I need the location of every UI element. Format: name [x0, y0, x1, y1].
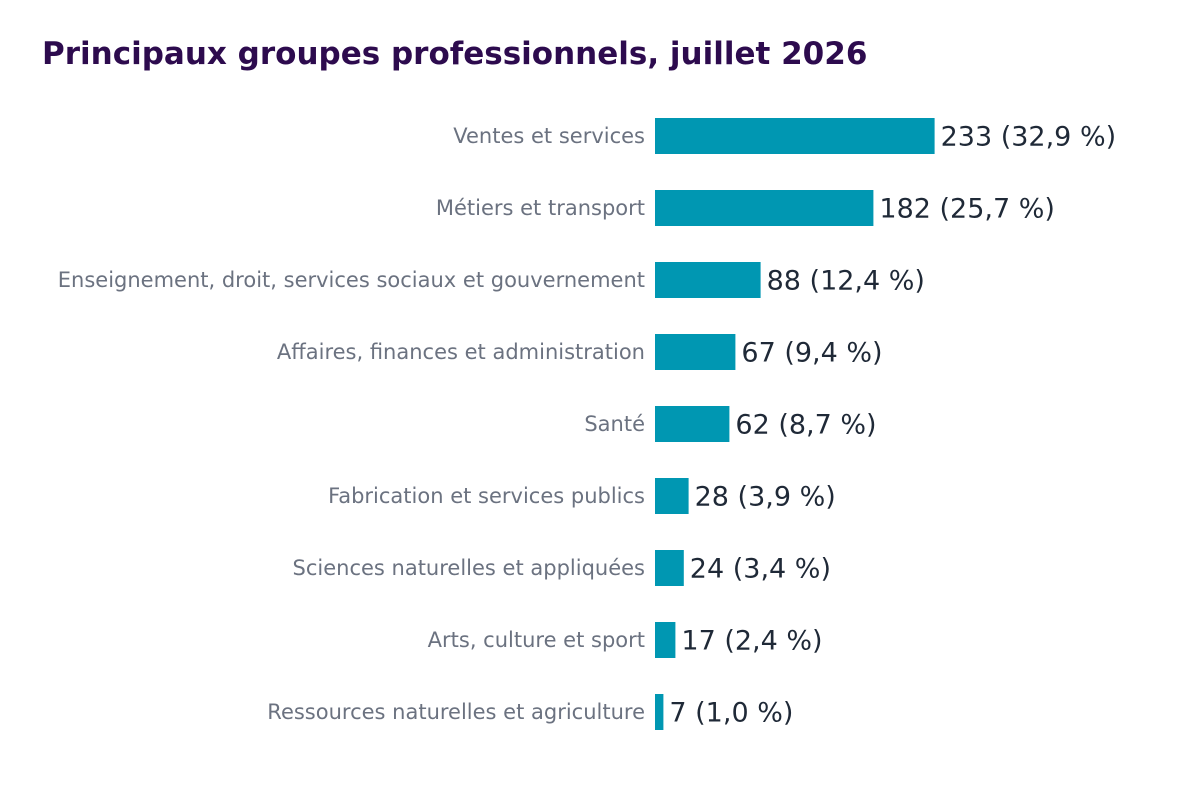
bar: [655, 118, 935, 154]
category-label: Santé: [584, 412, 645, 436]
category-label: Métiers et transport: [436, 196, 645, 220]
bar: [655, 694, 664, 730]
value-label: 62 (8,7 %): [735, 410, 876, 441]
value-label: 24 (3,4 %): [690, 554, 831, 585]
category-label: Fabrication et services publics: [328, 484, 645, 508]
bar-row: Métiers et transport 182 (25,7 %): [436, 190, 1055, 226]
value-label: 7 (1,0 %): [669, 698, 793, 729]
value-label: 28 (3,9 %): [695, 482, 836, 513]
bar: [655, 190, 874, 226]
bar: [655, 550, 684, 586]
bar: [655, 622, 676, 658]
bar-row: Santé 62 (8,7 %): [584, 406, 877, 442]
category-label: Enseignement, droit, services sociaux et…: [58, 268, 645, 292]
bar-row: Affaires, finances et administration 67 (…: [277, 334, 883, 370]
bar-row: Sciences naturelles et appliquées 24 (3,4…: [293, 550, 831, 586]
bar: [655, 478, 689, 514]
value-label: 233 (32,9 %): [941, 122, 1117, 153]
bar: [655, 334, 736, 370]
category-label: Ventes et services: [453, 124, 645, 148]
bar: [655, 406, 730, 442]
category-label: Ressources naturelles et agriculture: [267, 700, 645, 724]
bar-row: Fabrication et services publics 28 (3,9 %…: [328, 478, 836, 514]
category-label: Affaires, finances et administration: [277, 340, 645, 364]
bar-row: Ventes et services 233 (32,9 %): [453, 118, 1116, 154]
value-label: 88 (12,4 %): [767, 266, 925, 297]
value-label: 17 (2,4 %): [681, 626, 822, 657]
value-label: 67 (9,4 %): [741, 338, 882, 369]
chart-title: Principaux groupes professionnels, juill…: [42, 36, 868, 72]
category-label: Sciences naturelles et appliquées: [293, 556, 646, 580]
bar-row: Arts, culture et sport 17 (2,4 %): [428, 622, 823, 658]
bar-row: Ressources naturelles et agriculture 7 (1…: [267, 694, 793, 730]
category-label: Arts, culture et sport: [428, 628, 645, 652]
bar: [655, 262, 761, 298]
bar-row: Enseignement, droit, services sociaux et…: [58, 262, 925, 298]
value-label: 182 (25,7 %): [879, 194, 1055, 225]
